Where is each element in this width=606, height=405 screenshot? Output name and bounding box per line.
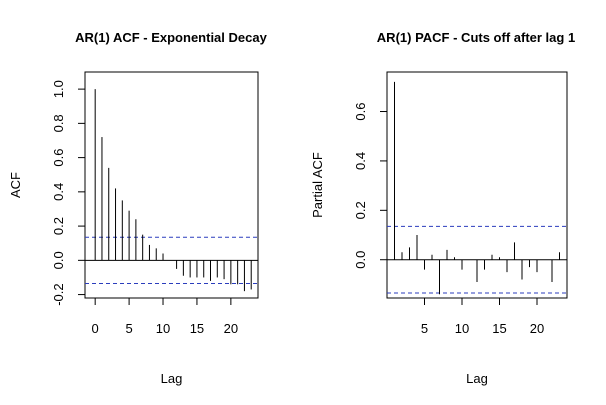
pacf-y-tick-label: 0.6 bbox=[353, 102, 368, 120]
pacf-x-tick-label: 15 bbox=[492, 321, 506, 336]
acf-chart-title: AR(1) ACF - Exponential Decay bbox=[75, 30, 267, 45]
pacf-x-tick-label: 5 bbox=[421, 321, 428, 336]
acf-x-tick-label: 10 bbox=[156, 321, 170, 336]
acf-y-tick-label: -0.2 bbox=[51, 283, 66, 305]
acf-x-tick-label: 15 bbox=[190, 321, 204, 336]
acf-chart: AR(1) ACF - Exponential Decay 0 5 10 15 20 Lag… bbox=[8, 30, 268, 386]
acf-y-tick-label: 0.6 bbox=[51, 149, 66, 167]
acf-x-tick-label: 20 bbox=[224, 321, 238, 336]
acf-x-tick-label: 0 bbox=[92, 321, 99, 336]
acf-y-tick-label: 0.4 bbox=[51, 183, 66, 201]
acf-x-axis-label: Lag bbox=[161, 371, 183, 386]
acf-y-tick-label: 0.8 bbox=[51, 114, 66, 132]
pacf-y-tick-label: 0.0 bbox=[353, 251, 368, 269]
acf-y-tick-label: 1.0 bbox=[51, 80, 66, 98]
pacf-y-tick-label: 0.2 bbox=[353, 201, 368, 219]
pacf-y-tick-label: 0.4 bbox=[353, 152, 368, 170]
acf-y-tick-label: 0.0 bbox=[51, 251, 66, 269]
acf-y-tick-label: 0.2 bbox=[51, 217, 66, 235]
pacf-x-tick-label: 10 bbox=[455, 321, 469, 336]
acf-x-tick-label: 5 bbox=[125, 321, 132, 336]
pacf-chart-title: AR(1) PACF - Cuts off after lag 1 bbox=[377, 30, 575, 45]
acf-plot-frame bbox=[84, 71, 259, 299]
pacf-x-tick-label: 20 bbox=[530, 321, 544, 336]
pacf-y-axis-label: Partial ACF bbox=[310, 152, 325, 218]
pacf-x-axis-label: Lag bbox=[466, 371, 488, 386]
acf-y-axis-label: ACF bbox=[8, 172, 23, 198]
pacf-chart: AR(1) PACF - Cuts off after lag 1 5 10 15 20… bbox=[310, 30, 575, 386]
